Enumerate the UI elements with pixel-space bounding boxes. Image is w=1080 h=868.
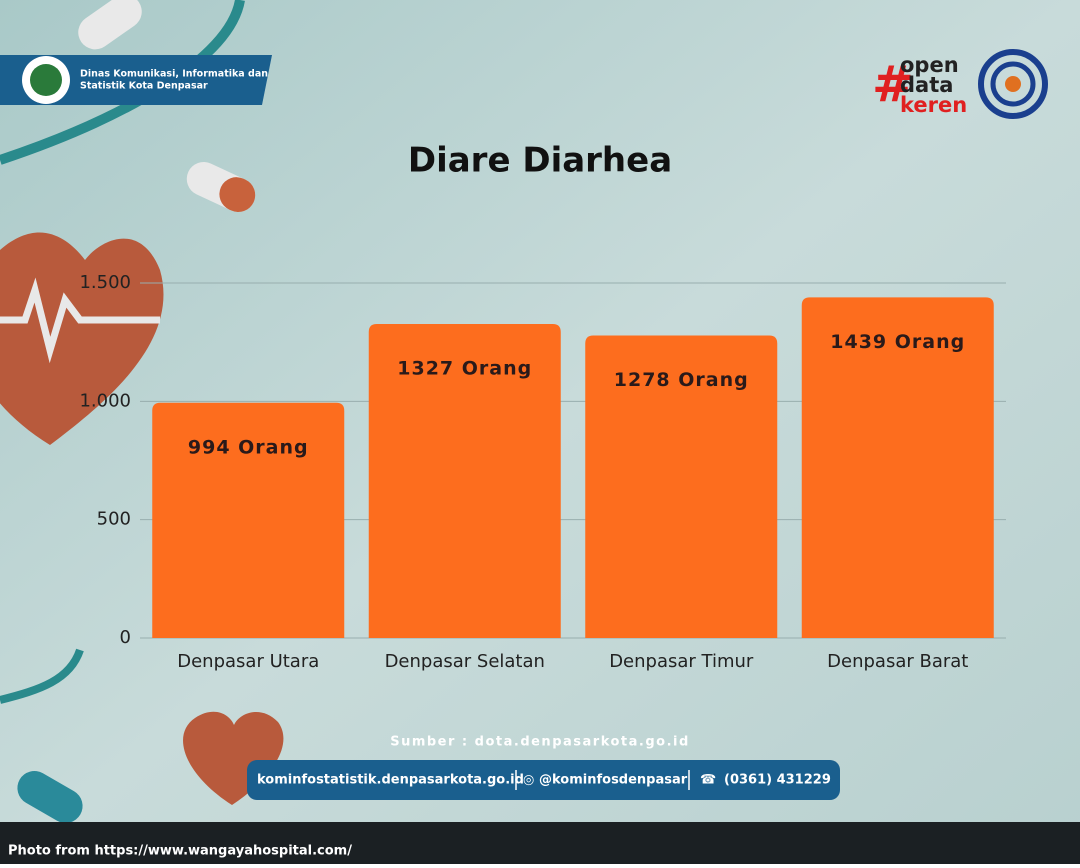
contact-phone: (0361) 431229 [724,773,831,788]
badge-logo [978,49,1048,119]
contact-website: kominfostatistik.denpasarkota.go.id [257,773,524,788]
agency-logo [30,64,62,96]
y-tick-label: 500 [97,509,131,530]
credit-bar [0,822,1080,864]
hash-mark: # [872,56,914,114]
pill-decoration [17,771,83,823]
badge-text: keren [900,93,967,117]
heart-decoration [0,232,164,445]
contact-bar [247,760,840,800]
plot-area: 0 500 1.000 1.500 Denpasar Utara 994 Orang Den… [79,272,1006,672]
bar [152,402,345,638]
pill-decoration [78,0,142,50]
badge-logo [1005,76,1021,92]
bar [801,297,994,638]
y-tick-label: 1.000 [79,390,131,411]
y-tick-label: 0 [120,627,131,648]
value-label: 1278 Orang [614,369,749,391]
bar [368,323,561,638]
y-tick-label: 1.500 [79,272,131,293]
x-tick-label: Denpasar Barat [827,651,968,672]
x-tick-label: Denpasar Utara [177,651,319,672]
source: Sumber : dota.denpasarkota.go.id [390,735,690,750]
agency-name: Statistik Kota Denpasar [80,81,208,92]
value-label: 1327 Orang [397,357,532,379]
chart-title: Diare Diarhea [408,141,672,181]
contact-instagram: @kominfosdenpasar [539,773,688,788]
pill-decoration [219,177,256,213]
badge-text: open [900,53,959,77]
agency-name: Dinas Komunikasi, Informatika dan [80,69,268,80]
badge-logo [990,61,1036,107]
stethoscope-tube [0,648,84,704]
bar [585,335,778,638]
value-label: 994 Orang [188,436,309,458]
badge-text: data [900,73,953,97]
x-tick-label: Denpasar Timur [609,651,754,672]
contact-icon: ◎ [523,773,534,788]
header-banner [0,55,272,105]
value-label: 1439 Orang [830,331,965,353]
contact-icon: ☎ [700,773,716,788]
x-tick-label: Denpasar Selatan [385,651,545,672]
photo-credit: Photo from https://www.wangayahospital.c… [8,844,352,859]
heartbeat-line [0,277,160,364]
